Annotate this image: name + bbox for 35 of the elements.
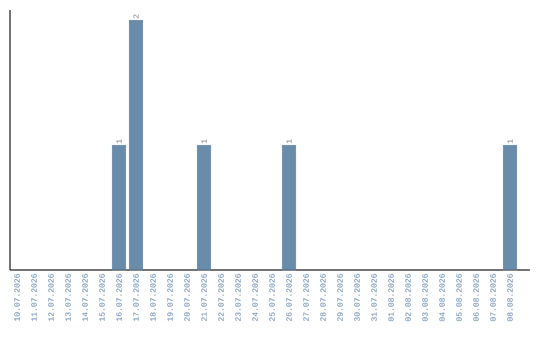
x-tick-label: 18.07.2026: [150, 274, 156, 321]
x-tick-label: 30.07.2026: [354, 274, 360, 322]
x-tick-label: 05.08.2026: [456, 274, 462, 322]
x-tick-label: 02.08.2026: [405, 274, 411, 322]
data-label: 1: [116, 139, 122, 144]
x-tick-label: 28.07.2026: [320, 274, 326, 321]
x-tick-label: 03.08.2026: [422, 274, 428, 322]
x-tick-label: 15.07.2026: [99, 274, 105, 321]
data-label: 2: [133, 14, 139, 18]
x-tick-label: 01.08.2026: [388, 274, 394, 322]
x-tick-label: 22.07.2026: [218, 274, 224, 321]
x-tick-label: 24.07.2026: [252, 274, 258, 321]
x-tick-label: 20.07.2026: [184, 274, 190, 321]
data-label: 1: [507, 139, 513, 144]
x-tick-label: 08.08.2026: [507, 274, 513, 322]
x-tick-label: 13.07.2026: [65, 274, 71, 321]
x-tick-label: 23.07.2026: [235, 274, 241, 321]
x-tick-label: 07.08.2026: [490, 274, 496, 322]
x-tick-label: 29.07.2026: [337, 274, 343, 321]
x-tick-label: 14.07.2026: [82, 274, 88, 321]
x-tick-label: 16.07.2026: [116, 274, 122, 321]
x-tick-label: 31.07.2026: [371, 274, 377, 322]
x-tick-label: 11.07.2026: [31, 274, 37, 321]
data-label: 1: [201, 139, 207, 144]
x-tick-label: 26.07.2026: [286, 274, 292, 321]
x-tick-label: 27.07.2026: [303, 274, 309, 321]
x-tick-label: 21.07.2026: [201, 274, 207, 321]
x-tick-label: 10.07.2026: [14, 274, 20, 321]
x-tick-label: 04.08.2026: [439, 274, 445, 322]
x-tick-label: 06.08.2026: [473, 274, 479, 322]
data-label: 1: [286, 139, 292, 144]
x-tick-label: 25.07.2026: [269, 274, 275, 321]
x-tick-label: 19.07.2026: [167, 274, 173, 321]
x-tick-label: 17.07.2026: [133, 274, 139, 321]
x-tick-label: 12.07.2026: [48, 274, 54, 321]
